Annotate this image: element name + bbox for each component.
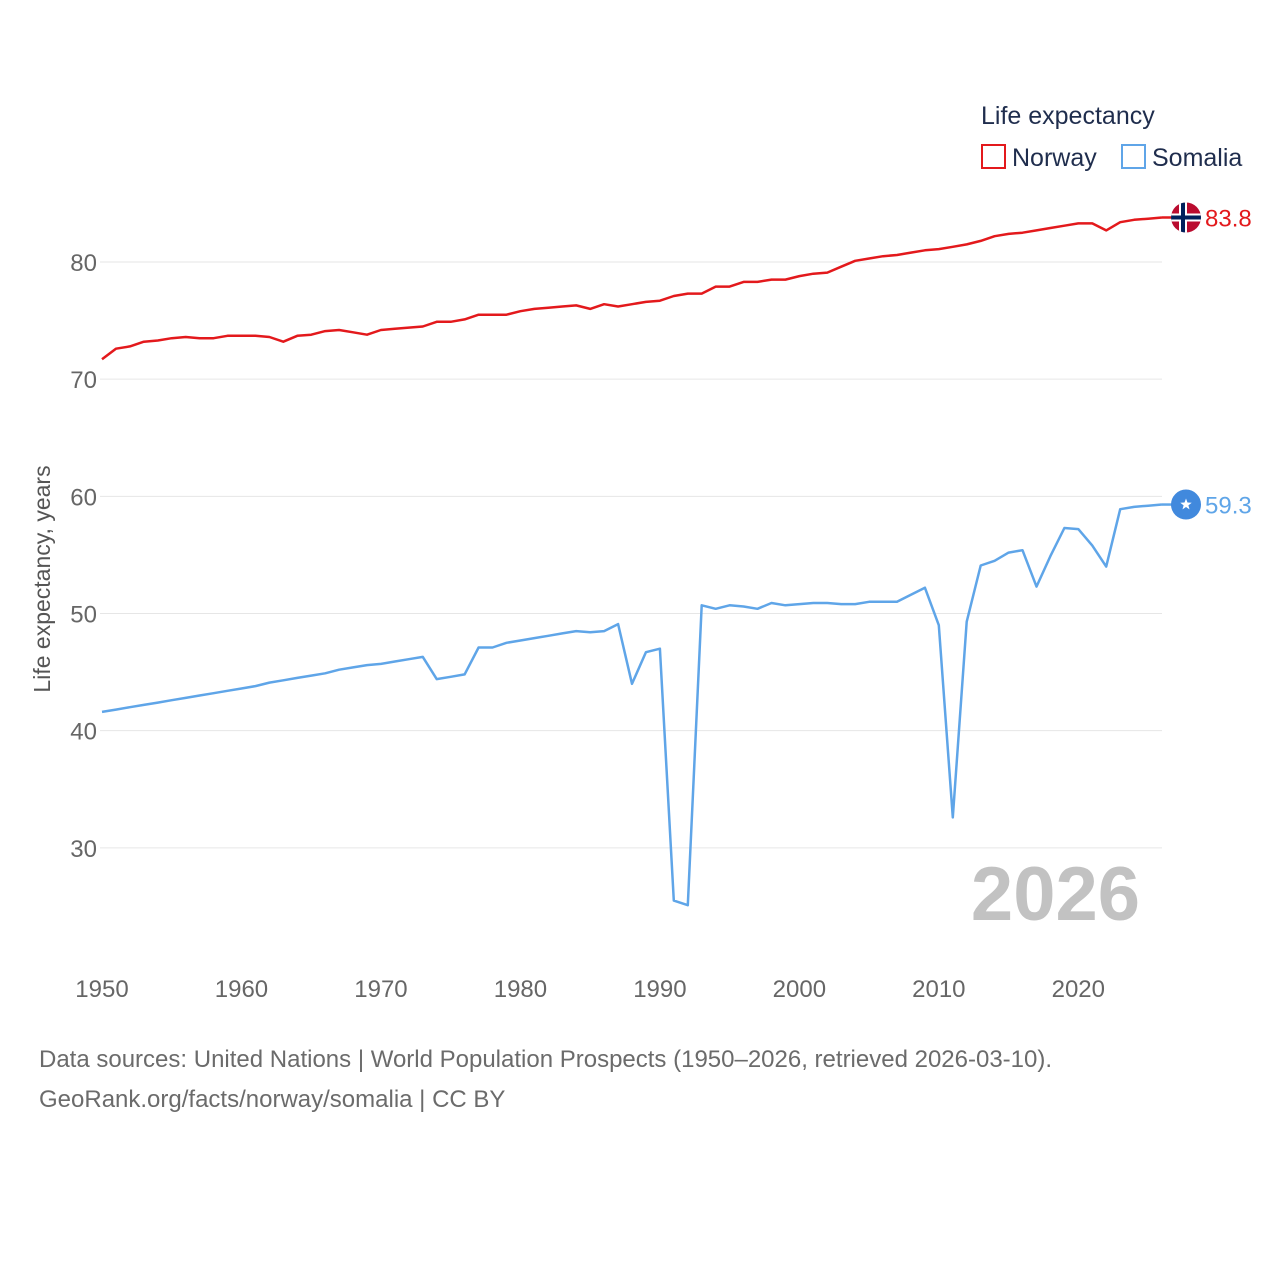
series-line-somalia xyxy=(101,503,1163,907)
x-tick-label-2000: 2000 xyxy=(773,976,826,1003)
x-tick-label-1980: 1980 xyxy=(494,976,547,1003)
x-tick-label-2020: 2020 xyxy=(1052,976,1105,1003)
year-watermark: 2026 xyxy=(971,852,1140,937)
source-line-2[interactable]: GeoRank.org/facts/norway/somalia | CC BY xyxy=(39,1086,506,1113)
series-end-markers: 83.8 59.3 xyxy=(1162,202,1252,520)
y-tick-label-70: 70 xyxy=(70,367,97,394)
x-tick-label-1990: 1990 xyxy=(633,976,686,1003)
x-tick-label-1960: 1960 xyxy=(215,976,268,1003)
end-value-label-norway: 83.8 xyxy=(1205,205,1252,232)
y-tick-label-40: 40 xyxy=(70,719,97,746)
x-axis-ticks: 1950 1960 1970 1980 1990 2000 2010 2020 xyxy=(75,976,1105,1003)
x-tick-label-2010: 2010 xyxy=(912,976,965,1003)
legend-label-somalia: Somalia xyxy=(1152,144,1242,172)
x-tick-label-1970: 1970 xyxy=(354,976,407,1003)
y-tick-label-50: 50 xyxy=(70,602,97,629)
legend-swatch-norway xyxy=(981,144,1006,169)
legend-label-norway: Norway xyxy=(1012,144,1097,172)
series-line-norway xyxy=(101,216,1163,361)
y-axis-ticks: 30 40 50 60 70 80 xyxy=(70,250,97,863)
legend-title: Life expectancy xyxy=(981,102,1155,130)
norway-flag-icon xyxy=(1171,202,1201,233)
series-lines xyxy=(101,216,1163,907)
y-tick-label-60: 60 xyxy=(70,484,97,511)
legend-item-somalia[interactable]: Somalia xyxy=(1121,144,1242,172)
legend: Life expectancy Norway Somalia xyxy=(981,102,1242,172)
source-line-1: Data sources: United Nations | World Pop… xyxy=(39,1046,1053,1073)
legend-item-norway[interactable]: Norway xyxy=(981,144,1097,172)
y-tick-label-30: 30 xyxy=(70,836,97,863)
x-tick-label-1950: 1950 xyxy=(75,976,128,1003)
y-tick-label-80: 80 xyxy=(70,250,97,277)
data-source-note: Data sources: United Nations | World Pop… xyxy=(39,1040,1239,1120)
end-value-label-somalia: 59.3 xyxy=(1205,493,1252,520)
y-axis-label: Life expectancy, years xyxy=(29,465,55,692)
somalia-flag-icon xyxy=(1171,489,1201,520)
legend-swatch-somalia xyxy=(1121,144,1146,169)
gridlines xyxy=(100,261,1162,849)
